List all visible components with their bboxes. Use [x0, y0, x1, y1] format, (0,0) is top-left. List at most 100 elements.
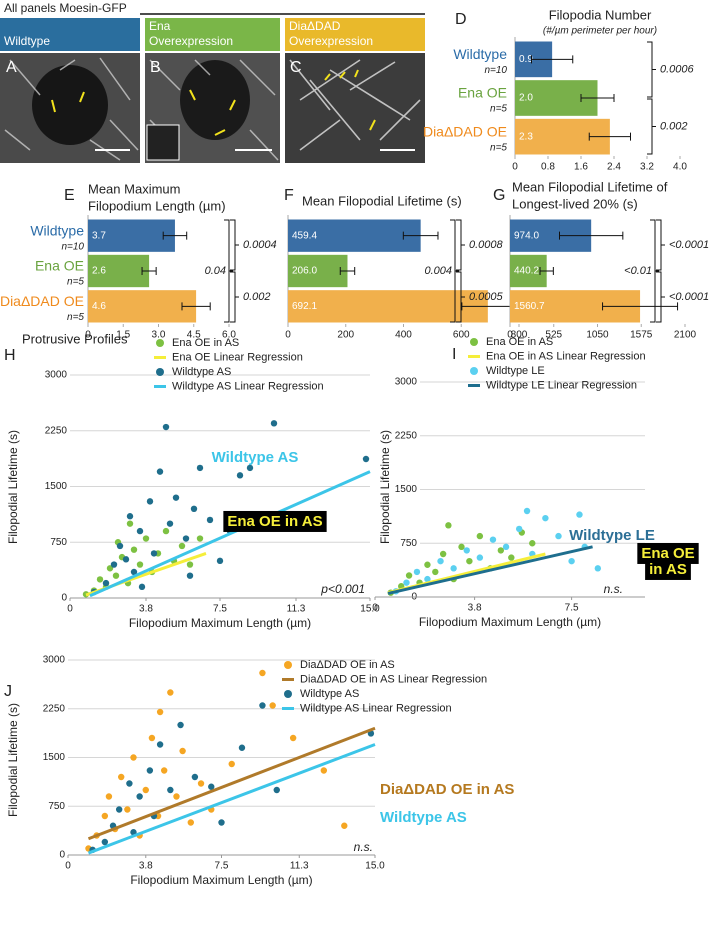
regression-line	[87, 743, 376, 855]
x-tick-label: 400	[395, 330, 412, 341]
data-point	[197, 780, 205, 787]
data-point	[124, 806, 131, 813]
data-point	[130, 568, 138, 576]
y-tick-label: 3000	[45, 370, 68, 381]
data-point	[216, 557, 224, 565]
annotation: p<0.001	[320, 582, 365, 596]
annotation: DiaΔDAD OE in AS	[380, 781, 514, 798]
chart-title: Protrusive Profiles	[22, 331, 128, 346]
annotation-background	[645, 558, 691, 580]
data-point	[136, 527, 144, 535]
y-tick-label: 1500	[43, 752, 66, 763]
chart-title: Mean Maximum	[88, 181, 180, 196]
panel-letter: A	[6, 59, 17, 76]
data-point	[238, 744, 246, 751]
x-tick-label: 4.5	[187, 330, 201, 341]
data-point	[458, 543, 465, 551]
error-bar	[602, 302, 679, 311]
x-tick-label: 0	[67, 604, 73, 615]
y-tick-label: 750	[50, 537, 67, 548]
condition-label: DiaΔDAD	[289, 19, 341, 33]
data-point	[187, 819, 194, 826]
data-point	[259, 669, 266, 677]
significance-bracket	[224, 219, 233, 323]
significance-bracket	[230, 219, 239, 271]
x-tick-label: 11.3	[290, 861, 309, 872]
annotation-background	[223, 510, 327, 532]
data-point	[126, 520, 134, 527]
category-label: DiaΔDAD OE	[0, 293, 84, 309]
bar	[88, 254, 150, 288]
y-tick-label: 3000	[395, 377, 418, 388]
data-point	[594, 565, 602, 572]
y-tick-label: 2250	[395, 430, 418, 441]
data-point	[576, 511, 583, 518]
data-point	[424, 561, 431, 568]
annotation: n.s.	[604, 582, 623, 596]
legend-key	[284, 690, 292, 698]
annotation: Wildtype LE	[569, 527, 655, 544]
y-tick-label: 0	[61, 593, 67, 604]
legend-label: Wildtype AS	[300, 688, 359, 700]
x-tick-label: 4.0	[673, 162, 687, 173]
y-tick-label: 2250	[43, 703, 66, 714]
legend-key	[284, 661, 292, 669]
x-tick-label: 0	[65, 861, 71, 872]
x-tick-label: 0	[512, 162, 518, 173]
data-point	[542, 514, 549, 522]
data-point	[106, 565, 114, 572]
condition-label: Ena	[149, 19, 171, 33]
data-point	[196, 535, 204, 542]
data-point	[142, 786, 149, 794]
legend-label: Wildtype AS	[172, 366, 231, 378]
data-point	[289, 734, 297, 742]
data-point	[160, 767, 168, 774]
category-note: n=10	[484, 65, 507, 76]
x-tick-label: 800	[511, 330, 528, 341]
data-point	[136, 793, 143, 800]
category-note: n=5	[67, 277, 84, 288]
bar	[88, 290, 197, 323]
condition-label: Overexpression	[149, 34, 233, 48]
p-value: 0.0008	[469, 239, 504, 251]
significance-bracket	[647, 98, 656, 155]
x-axis-label: Filopodium Maximum Length (µm)	[419, 615, 601, 629]
x-tick-label: 7.5	[565, 603, 579, 614]
data-point	[405, 572, 413, 579]
condition-box	[285, 18, 425, 51]
data-point	[403, 579, 410, 586]
data-point	[167, 786, 174, 794]
chart-title: Longest-lived 20% (s)	[512, 196, 638, 211]
panel-letter: D	[455, 11, 467, 28]
data-point	[568, 557, 575, 565]
error-bar	[531, 55, 574, 64]
x-tick-label: 525	[545, 330, 562, 341]
data-point	[162, 423, 170, 431]
category-label: Wildtype	[453, 46, 507, 62]
error-bar	[559, 231, 624, 240]
legend-label: Ena OE in AS	[486, 336, 553, 348]
legend-label: Wildtype AS Linear Regression	[172, 380, 324, 392]
data-point	[156, 708, 164, 716]
x-tick-label: 2.4	[607, 162, 621, 173]
data-point	[148, 734, 156, 742]
legend-label: Wildtype AS Linear Regression	[300, 702, 452, 714]
annotation: Ena OE	[641, 545, 694, 562]
data-point	[186, 561, 194, 568]
x-tick-label: 0	[85, 330, 91, 341]
legend-key	[470, 338, 478, 346]
p-value: 0.004	[424, 265, 452, 277]
x-tick-label: 200	[337, 330, 354, 341]
chart-title: Filopodium Length (µm)	[88, 198, 226, 213]
x-tick-label: 15.0	[360, 604, 380, 615]
x-tick-label: 0.8	[541, 162, 555, 173]
figure-title: All panels Moesin-GFP	[4, 1, 127, 15]
x-tick-label: 1.5	[116, 330, 130, 341]
data-point	[489, 536, 497, 543]
value-label: 974.0	[514, 230, 539, 241]
p-value: <0.01	[624, 265, 652, 277]
significance-bracket	[450, 219, 459, 323]
data-point	[476, 532, 484, 540]
data-point	[166, 520, 174, 527]
data-point	[142, 535, 150, 542]
